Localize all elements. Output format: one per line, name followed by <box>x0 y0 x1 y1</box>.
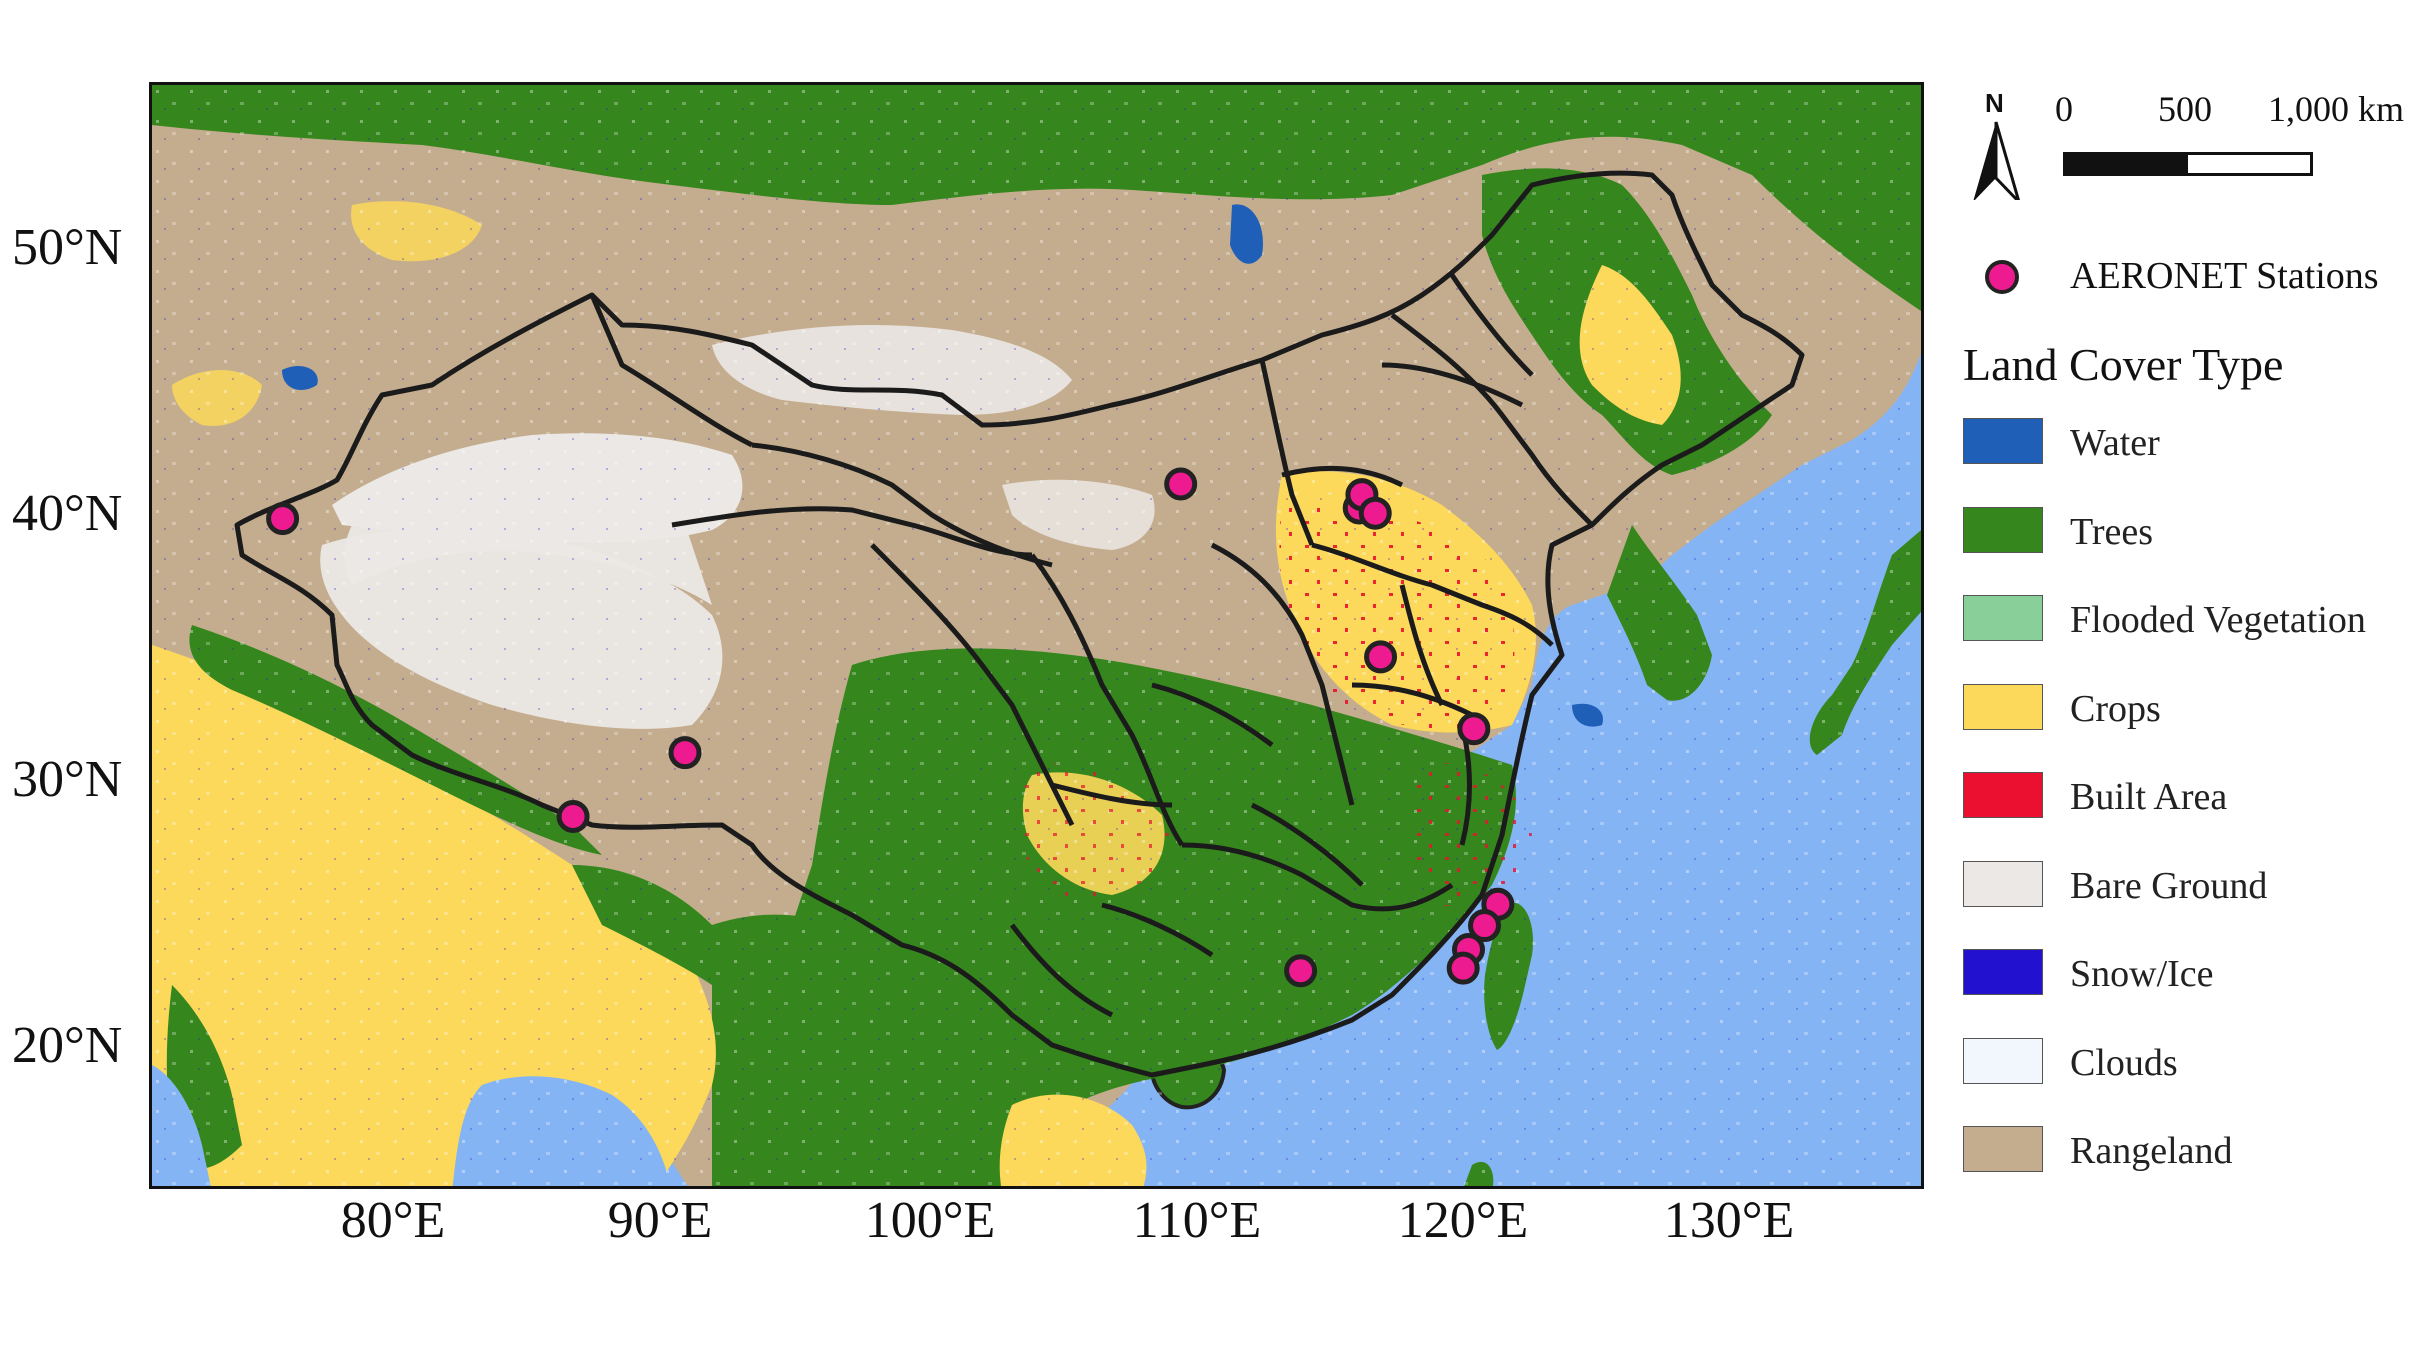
scale-label-0: 0 <box>2055 89 2073 129</box>
lat-label-30: 30°N <box>12 751 123 808</box>
scale-label-1000: 1,000 km <box>2268 89 2405 129</box>
north-arrow: N <box>1963 88 2033 200</box>
aeronet-station-marker <box>1457 712 1491 746</box>
scale-bar <box>2063 152 2313 176</box>
aeronet-station-marker <box>556 800 590 833</box>
lat-label-20: 20°N <box>12 1017 123 1074</box>
legend-label: Water <box>2070 422 2160 464</box>
map-area <box>149 82 1924 1189</box>
lat-label-50: 50°N <box>12 219 123 276</box>
legend-label: Built Area <box>2070 776 2228 818</box>
legend-label: Bare Ground <box>2070 864 2268 907</box>
legend-swatch <box>1963 860 2043 907</box>
legend-swatch <box>1963 1126 2043 1172</box>
lon-label-90: 90°E <box>607 1192 713 1249</box>
north-arrow-icon <box>1973 121 2020 200</box>
aeronet-station-marker <box>1446 951 1480 985</box>
station-markers <box>266 467 1515 988</box>
aeronet-station-marker <box>1164 467 1198 501</box>
lon-label-120: 120°E <box>1397 1192 1529 1249</box>
legend-label: Trees <box>2070 510 2154 553</box>
station-legend-label: AERONET Stations <box>2070 255 2379 297</box>
legend-panel: N 0 500 1,000 km AERONET Stations Land C… <box>1960 80 2420 1200</box>
aeronet-station-marker <box>1468 909 1501 943</box>
legend-label: Snow/Ice <box>2070 953 2214 995</box>
lon-label-100: 100°E <box>864 1192 996 1249</box>
aeronet-station-marker <box>668 736 702 770</box>
admin-borders <box>234 170 1805 1078</box>
legend-swatch <box>1963 772 2043 818</box>
lon-label-110: 110°E <box>1132 1192 1262 1249</box>
aeronet-station-marker <box>1358 496 1392 530</box>
legend-label: Rangeland <box>2070 1130 2233 1172</box>
legend-swatch <box>1963 506 2043 553</box>
aeronet-station-marker <box>266 502 300 536</box>
legend-swatch <box>1963 1037 2043 1084</box>
lon-label-80: 80°E <box>340 1192 446 1249</box>
legend-title: Land Cover Type <box>1963 339 2284 390</box>
lat-label-40: 40°N <box>12 485 123 542</box>
legend-swatch <box>1963 418 2043 464</box>
legend-label: Flooded Vegetation <box>2070 599 2366 641</box>
legend-label: Crops <box>2070 687 2161 730</box>
lon-label-130: 130°E <box>1663 1192 1795 1249</box>
legend-swatch <box>1963 595 2043 641</box>
north-letter: N <box>1985 88 2004 118</box>
aeronet-station-marker <box>1284 954 1318 988</box>
legend-swatch <box>1963 949 2043 995</box>
legend-label: Clouds <box>2070 1041 2178 1084</box>
scale-label-500: 500 <box>2158 89 2212 129</box>
land-cover-map <box>152 85 1921 1186</box>
aeronet-station-marker <box>1364 640 1398 674</box>
station-marker-icon <box>1985 260 2019 294</box>
legend-swatch <box>1963 683 2043 730</box>
